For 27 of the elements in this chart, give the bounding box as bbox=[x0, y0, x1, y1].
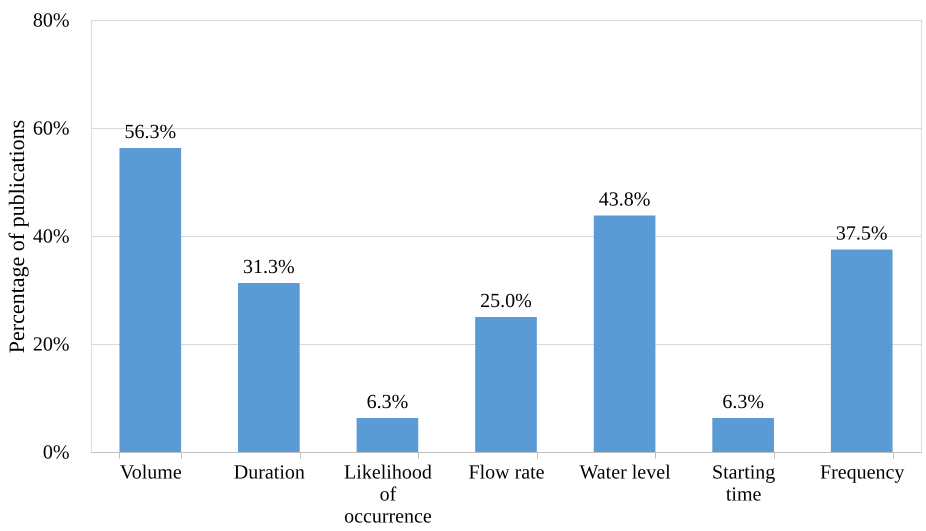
x-tick-label: Likelihood of occurrence bbox=[344, 462, 432, 528]
y-tick-label: 80% bbox=[32, 10, 70, 32]
y-tick-label: 60% bbox=[32, 118, 70, 140]
bar bbox=[356, 418, 418, 452]
x-tick-label: Volume bbox=[120, 462, 182, 484]
y-tick-label: 40% bbox=[32, 226, 70, 248]
x-tick-label: Water level bbox=[580, 462, 672, 484]
data-label: 6.3% bbox=[722, 390, 764, 413]
bar bbox=[594, 215, 656, 452]
y-tick-label: 20% bbox=[32, 334, 70, 356]
x-tick-label: Duration bbox=[234, 462, 305, 484]
data-label: 6.3% bbox=[366, 390, 408, 413]
bar bbox=[712, 418, 774, 452]
x-tick-label: Starting time bbox=[712, 462, 776, 506]
data-label: 43.8% bbox=[598, 188, 650, 210]
bar bbox=[119, 148, 182, 452]
x-tick-label: Frequency bbox=[820, 462, 904, 484]
bar bbox=[238, 282, 300, 452]
y-tick-label: 0% bbox=[42, 442, 70, 464]
x-tick-label: Flow rate bbox=[468, 462, 545, 484]
data-label: 25.0% bbox=[480, 290, 532, 312]
bar bbox=[830, 250, 893, 452]
data-label: 31.3% bbox=[243, 256, 295, 278]
bar bbox=[475, 317, 537, 452]
y-axis-title: Percentage of publications bbox=[4, 120, 29, 354]
data-label: 37.5% bbox=[836, 222, 888, 244]
data-label: 56.3% bbox=[124, 120, 176, 143]
